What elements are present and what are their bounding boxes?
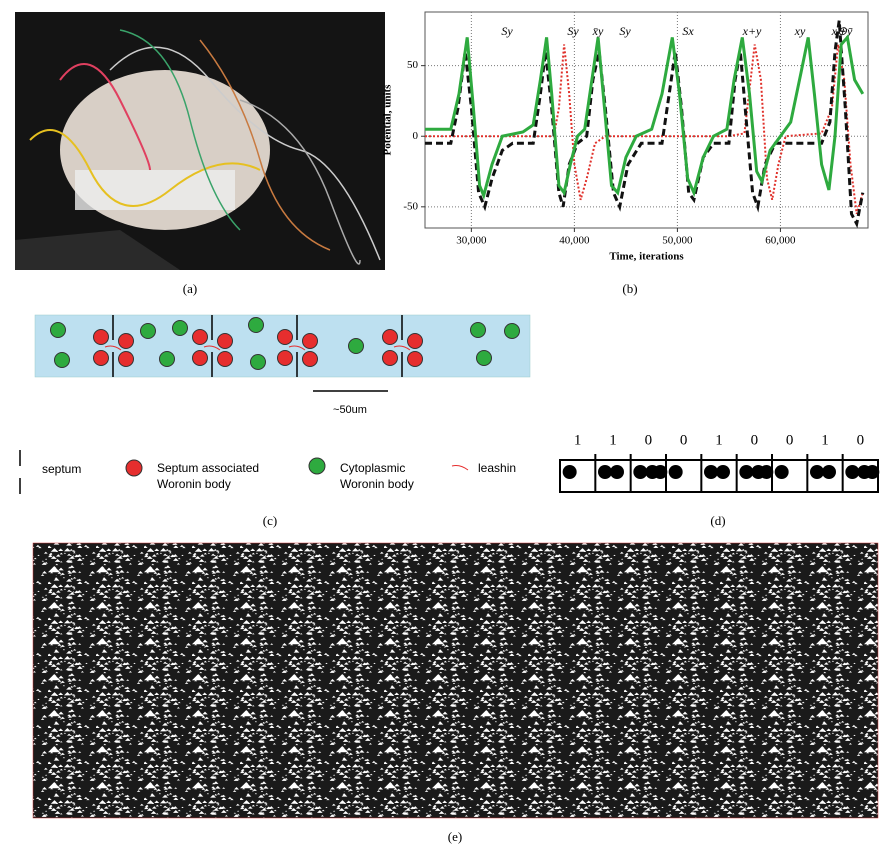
leashin [104,345,122,351]
septal-woronin [93,350,109,366]
dot [865,465,880,479]
dot [562,465,577,479]
cytoplasmic-woronin [140,323,156,339]
automaton-pattern [32,542,879,819]
annotation: x̄y [592,24,604,38]
cytoplasmic-woronin [348,338,364,354]
cytoplasmic-woronin [159,351,175,367]
legend-text: Septum associated [157,461,259,475]
y-axis-label: Potential, units [382,84,394,156]
photo [15,12,385,270]
cytoplasmic-woronin [476,350,492,366]
septal-woronin [277,350,293,366]
x-axis-label: Time, iterations [609,251,684,263]
scale-label: ~50um [333,404,367,416]
bit: 0 [786,432,794,448]
dot [668,465,683,479]
leashin [203,345,221,351]
dot [774,465,789,479]
bit: 0 [857,432,865,448]
x-tick-label: 60,000 [765,235,796,247]
bit: 1 [609,432,617,448]
septal-woronin [407,333,423,349]
caption: (b) [622,281,637,296]
bit: 1 [715,432,723,448]
dot [845,465,860,479]
bit-tape: 1 1 0 0 1 0 0 1 0 [559,432,880,493]
caption: (e) [448,829,462,844]
annotation: x+y [742,24,762,38]
caption: (c) [263,513,277,528]
x-tick-label: 40,000 [559,235,590,247]
septal-woronin [277,329,293,345]
leashin [288,345,306,351]
annotation: Sy [501,24,513,38]
cytoplasmic-woronin [54,352,70,368]
cytoplasmic-woronin [248,317,264,333]
cytoplasmic-woronin [470,322,486,338]
septal-woronin [302,351,318,367]
bit: 0 [751,432,759,448]
annotation: x⊕ȳ [831,24,853,38]
x-tick-label: 50,000 [662,235,693,247]
dot [633,465,648,479]
legend-text: septum [42,462,81,476]
legend-text: leashin [478,461,516,475]
annotation: Sy [619,24,631,38]
series-line [425,44,864,215]
cytoplasmic-woronin [504,323,520,339]
annotation: Sy [567,24,579,38]
bit: 0 [680,432,688,448]
bit: 1 [821,432,829,448]
legend-text: Cytoplasmic [340,461,405,475]
plot-area [424,11,869,229]
dot [822,465,836,479]
dot [653,465,668,479]
dot [610,465,624,479]
y-tick-label: -50 [403,200,418,212]
dot [598,465,612,479]
y-tick-label: 50 [407,59,419,71]
dot [716,465,730,479]
septal-woronin [407,351,423,367]
cytoplasmic-woronin [250,354,266,370]
cytoplasmic-woronin [172,320,188,336]
leashin [393,345,411,351]
bit: 1 [574,432,582,448]
cytoplasmic-woronin [50,322,66,338]
septal-woronin [118,333,134,349]
x-tick-label: 30,000 [456,235,487,247]
dot [704,465,718,479]
septal-woronin [217,351,233,367]
septal-woronin [93,329,109,345]
septal-woronin [382,329,398,345]
septal-woronin [302,333,318,349]
y-tick-label: 0 [413,130,419,142]
line-chart: 30,000 40,000 50,000 60,000 -50 0 50 Time, iter… [382,11,869,263]
annotation: Sx [682,24,694,38]
annotation: xy [794,24,806,38]
septal-woronin [192,350,208,366]
hypha-diagram [34,314,531,392]
caption: (d) [710,513,725,528]
dot [810,465,824,479]
legend-text: Woronin body [157,477,231,491]
bit: 0 [645,432,653,448]
septal-woronin [118,351,134,367]
septal-woronin [192,329,208,345]
legend-text: Woronin body [340,477,414,491]
dot [759,465,774,479]
legend: septum Septum associated Woronin body Cy… [19,450,516,494]
caption: (a) [183,281,197,296]
series-line [425,20,865,228]
series-line [425,34,865,201]
dot [739,465,754,479]
septal-woronin [382,350,398,366]
septal-woronin [217,333,233,349]
